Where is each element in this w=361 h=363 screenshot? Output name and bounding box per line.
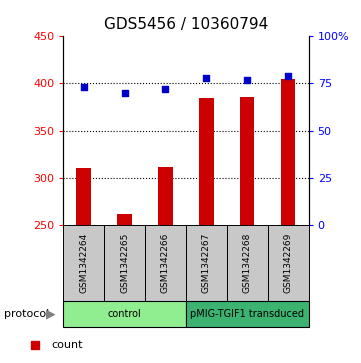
- Text: pMIG-TGIF1 transduced: pMIG-TGIF1 transduced: [190, 309, 304, 319]
- Text: GSM1342269: GSM1342269: [284, 233, 293, 293]
- Text: GSM1342267: GSM1342267: [202, 233, 211, 293]
- Text: GSM1342264: GSM1342264: [79, 233, 88, 293]
- Text: GSM1342265: GSM1342265: [120, 233, 129, 293]
- Point: [285, 73, 291, 79]
- Bar: [77, 168, 91, 225]
- Bar: [268, 225, 309, 301]
- Bar: [104, 225, 145, 301]
- Text: GSM1342266: GSM1342266: [161, 233, 170, 293]
- Point: [162, 86, 168, 92]
- Point: [122, 90, 127, 96]
- Point: [204, 75, 209, 81]
- Bar: [186, 301, 309, 327]
- Text: protocol: protocol: [4, 309, 49, 319]
- Bar: [186, 225, 227, 301]
- Text: ▶: ▶: [46, 307, 56, 321]
- Title: GDS5456 / 10360794: GDS5456 / 10360794: [104, 17, 268, 32]
- Bar: [63, 225, 104, 301]
- Bar: [158, 167, 173, 225]
- Text: control: control: [108, 309, 142, 319]
- Text: count: count: [51, 340, 83, 350]
- Bar: [63, 301, 186, 327]
- Text: GSM1342268: GSM1342268: [243, 233, 252, 293]
- Bar: [199, 98, 214, 225]
- Bar: [227, 225, 268, 301]
- Point: [244, 77, 250, 83]
- Bar: [117, 214, 132, 225]
- Point: [81, 84, 87, 90]
- Bar: [240, 97, 255, 225]
- Bar: [281, 79, 295, 225]
- Bar: [145, 225, 186, 301]
